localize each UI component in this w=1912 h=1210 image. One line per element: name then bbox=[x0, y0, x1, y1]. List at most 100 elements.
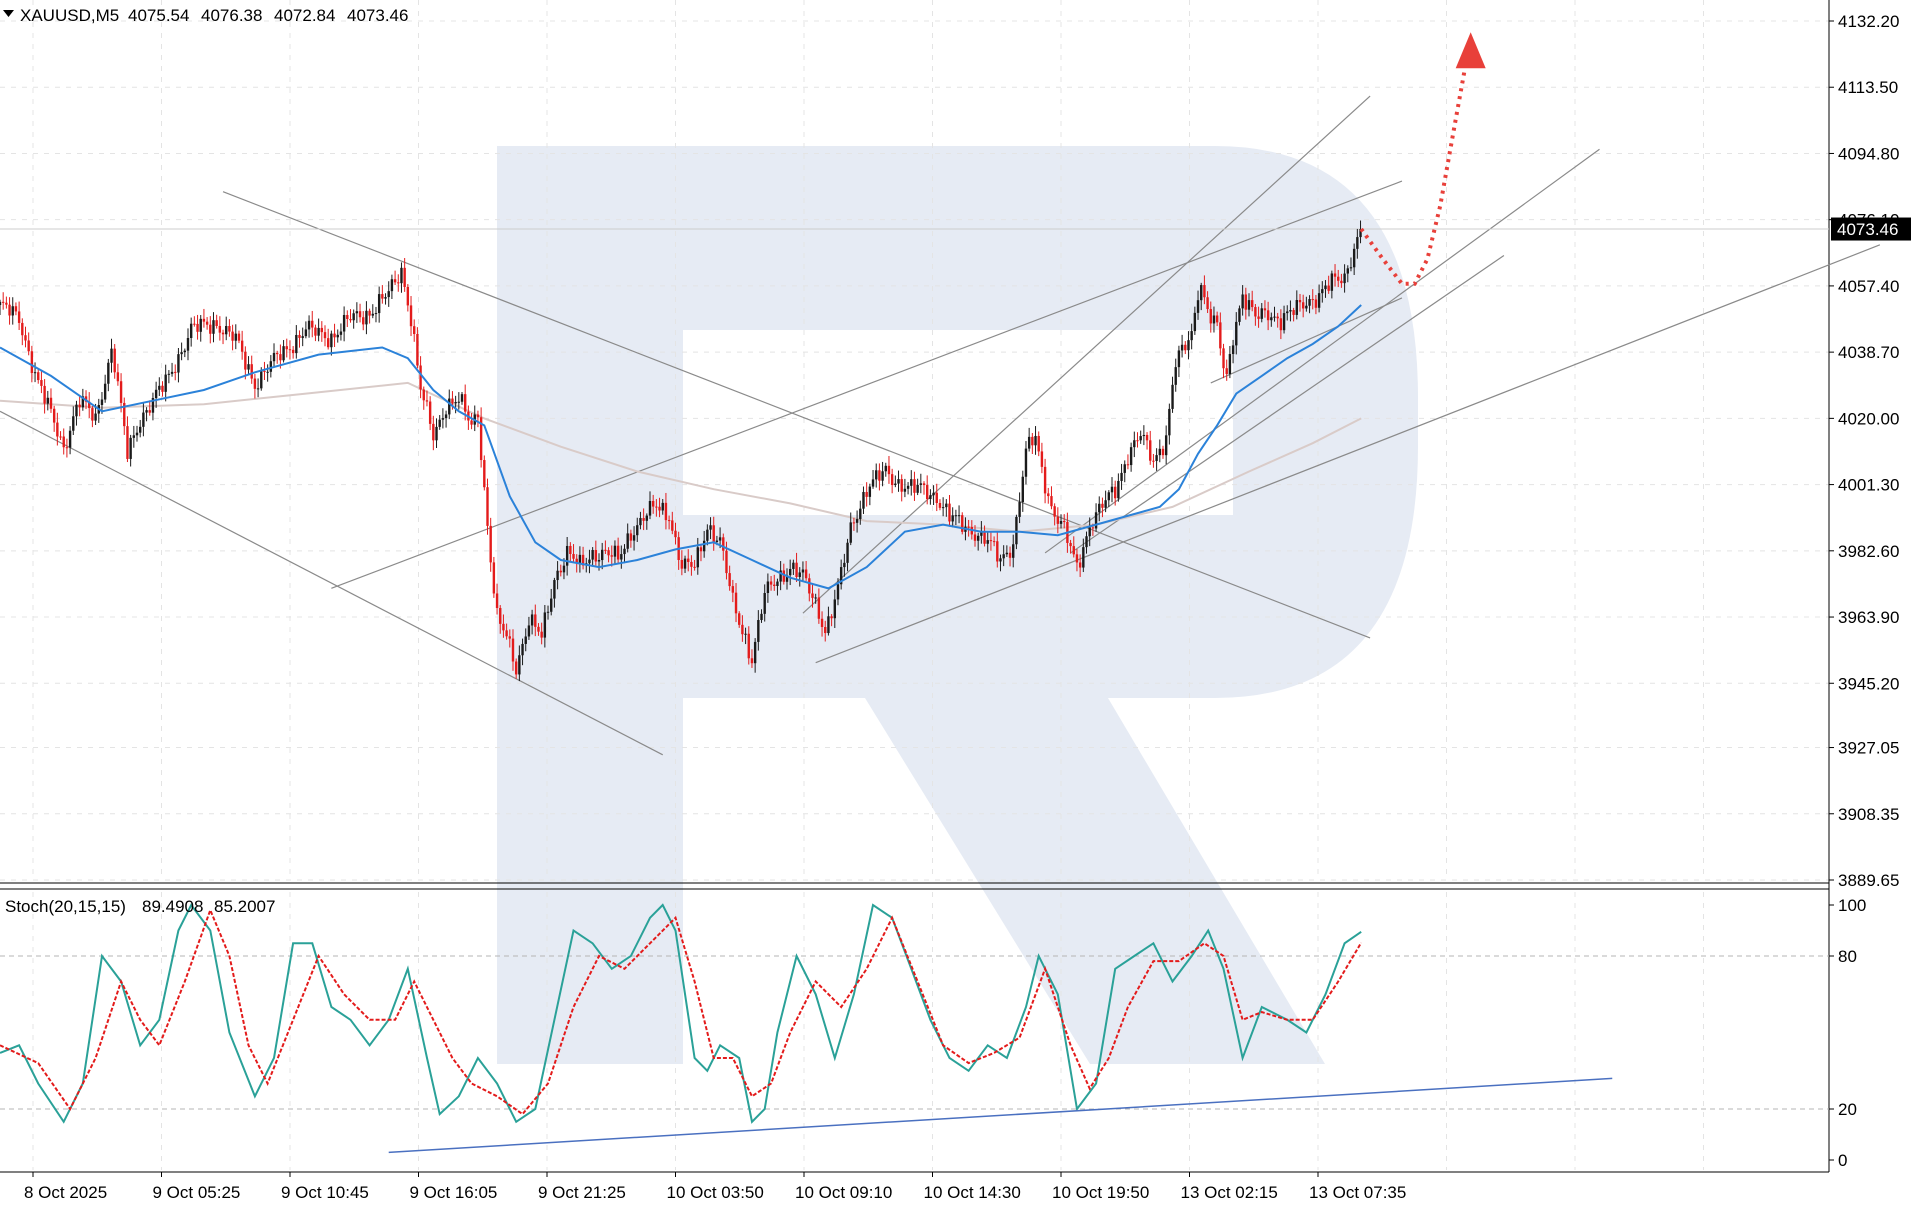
candle-body bbox=[1314, 299, 1318, 308]
candle-body bbox=[1190, 331, 1193, 341]
candle-body bbox=[285, 346, 288, 350]
candle-body bbox=[186, 338, 190, 351]
candle-body bbox=[1005, 552, 1009, 555]
candle-body bbox=[824, 626, 827, 634]
candle-body bbox=[406, 286, 410, 306]
candle-body bbox=[250, 364, 253, 379]
candle-body bbox=[1273, 316, 1276, 318]
candle-body bbox=[1145, 434, 1149, 441]
candle-body bbox=[1113, 486, 1117, 499]
candle-body bbox=[601, 549, 604, 561]
candle-body bbox=[537, 626, 540, 632]
candle-body bbox=[1276, 316, 1279, 319]
candle-body bbox=[228, 325, 231, 332]
candle-body bbox=[336, 334, 339, 338]
price-axis-label: 4020.00 bbox=[1838, 409, 1899, 428]
candle-body bbox=[843, 562, 846, 568]
candle-body bbox=[1056, 516, 1060, 524]
candle-body bbox=[1193, 312, 1197, 332]
candle-body bbox=[1247, 300, 1251, 310]
candle-body bbox=[722, 537, 725, 551]
candle-body bbox=[1043, 466, 1047, 494]
candle-body bbox=[113, 348, 116, 373]
candle-body bbox=[514, 661, 518, 675]
candle-body bbox=[575, 558, 578, 564]
candle-body bbox=[1327, 285, 1330, 291]
candle-body bbox=[164, 374, 167, 392]
candle-body bbox=[282, 346, 285, 361]
candle-body bbox=[1349, 267, 1353, 269]
candle-body bbox=[218, 325, 222, 333]
candle-body bbox=[483, 460, 486, 488]
candle-body bbox=[941, 507, 945, 509]
time-axis-label: 10 Oct 14:30 bbox=[924, 1183, 1021, 1202]
candle-body bbox=[154, 389, 158, 399]
trend-channel-lines bbox=[0, 95, 1881, 756]
candle-body bbox=[1212, 315, 1216, 324]
candle-body bbox=[830, 616, 833, 619]
channel-line bbox=[0, 410, 664, 756]
candle-body bbox=[100, 399, 104, 406]
price-axis: 4132.204113.504094.804076.104057.404038.… bbox=[1829, 12, 1899, 890]
candle-body bbox=[145, 410, 148, 413]
candle-body bbox=[260, 370, 263, 389]
candle-body bbox=[441, 418, 445, 420]
candle-body bbox=[17, 311, 21, 323]
candle-body bbox=[945, 503, 948, 508]
candle-body bbox=[107, 362, 110, 384]
candle-body bbox=[448, 398, 451, 415]
candle-body bbox=[21, 322, 24, 336]
time-axis-label: 9 Oct 10:45 bbox=[281, 1183, 369, 1202]
candle-body bbox=[435, 426, 438, 441]
candle-body bbox=[339, 331, 343, 335]
candle-body bbox=[103, 383, 107, 400]
candle-body bbox=[52, 408, 56, 423]
candle-body bbox=[1152, 460, 1155, 462]
candle-body bbox=[808, 578, 811, 594]
candle-body bbox=[1321, 289, 1324, 294]
price-axis-label: 3982.60 bbox=[1838, 542, 1899, 561]
candle-body bbox=[664, 502, 668, 521]
candle-body bbox=[569, 545, 572, 554]
candle-body bbox=[199, 318, 202, 332]
candle-body bbox=[444, 414, 448, 419]
symbol-label: XAUUSD,M5 bbox=[20, 6, 119, 25]
candle-body bbox=[1301, 302, 1305, 309]
candle-body bbox=[1034, 435, 1037, 446]
candle-body bbox=[725, 550, 728, 574]
price-axis-label: 4094.80 bbox=[1838, 144, 1899, 163]
candle-body bbox=[358, 311, 362, 318]
candle-body bbox=[559, 570, 562, 573]
candle-body bbox=[855, 519, 859, 523]
stoch-signal-line bbox=[0, 907, 1363, 1116]
candle-body bbox=[489, 525, 492, 563]
forecast-path bbox=[1359, 63, 1468, 286]
candle-body bbox=[368, 310, 371, 316]
candle-body bbox=[1225, 368, 1228, 375]
symbol-dropdown-icon[interactable] bbox=[3, 10, 14, 17]
candle-body bbox=[922, 483, 926, 486]
channel-line bbox=[1210, 297, 1403, 384]
candle-body bbox=[1018, 502, 1021, 517]
candle-body bbox=[1110, 486, 1114, 493]
candle-body bbox=[938, 502, 942, 508]
candle-body bbox=[247, 364, 250, 370]
candle-body bbox=[304, 329, 308, 337]
candle-body bbox=[457, 401, 461, 403]
channel-line bbox=[802, 95, 1371, 614]
candle-body bbox=[680, 560, 684, 569]
candle-body bbox=[75, 404, 78, 417]
candle-body bbox=[333, 333, 336, 338]
candle-body bbox=[1231, 345, 1235, 355]
candle-body bbox=[502, 623, 505, 631]
candle-body bbox=[1091, 527, 1095, 529]
stoch-axis-label: 20 bbox=[1838, 1100, 1857, 1119]
candle-body bbox=[393, 279, 397, 283]
candle-body bbox=[174, 371, 177, 373]
candle-body bbox=[884, 465, 887, 472]
candle-body bbox=[1050, 496, 1053, 507]
candle-body bbox=[903, 488, 907, 492]
candle-body bbox=[1149, 440, 1152, 461]
candle-body bbox=[225, 325, 228, 335]
candle-body bbox=[240, 340, 244, 352]
